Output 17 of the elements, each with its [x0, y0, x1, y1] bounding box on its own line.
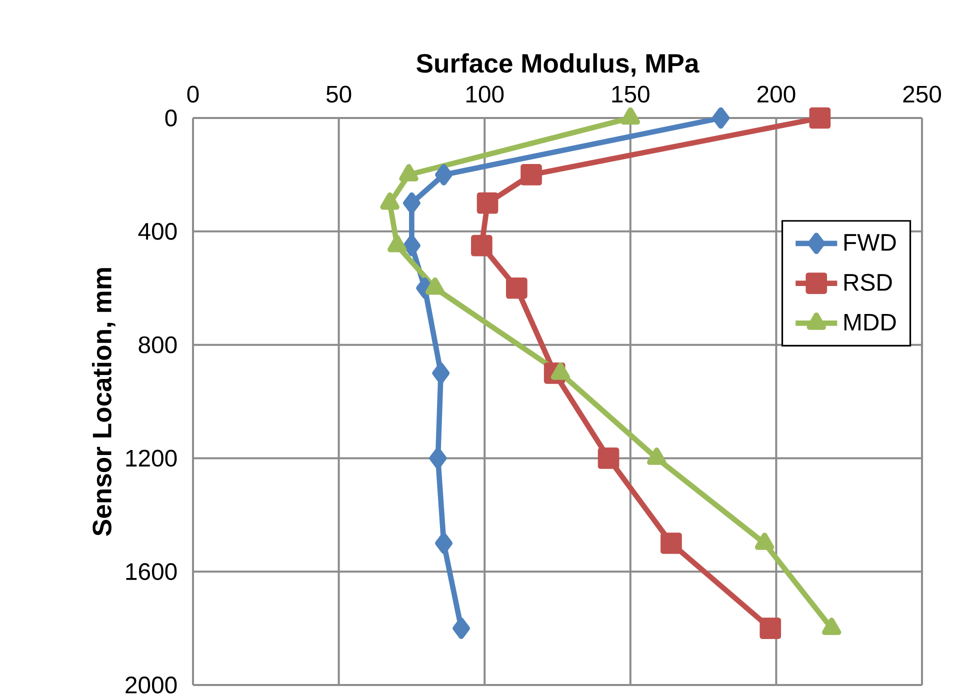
x-tick-label: 50 [326, 86, 352, 103]
y-tick-label: 2000 [126, 676, 177, 694]
y-tick-label: 1600 [126, 563, 177, 580]
y-tick-label: 400 [138, 222, 177, 240]
legend-label: RSD [844, 274, 892, 291]
legend-label: FWD [844, 234, 896, 251]
x-tick-label: 250 [903, 86, 942, 103]
y-tick-label: 1200 [126, 450, 177, 467]
y-axis-title: Sensor Location, mm [92, 268, 116, 536]
y-tick-label: 800 [138, 336, 177, 354]
y-tick-label: 0 [165, 110, 177, 126]
x-tick-label: 150 [612, 86, 650, 103]
legend-label: MDD [844, 314, 896, 330]
x-axis-title: Surface Modulus, MPa [416, 53, 700, 77]
x-tick-label: 200 [757, 86, 796, 103]
x-tick-label: 100 [466, 86, 504, 103]
x-tick-label: 0 [187, 86, 199, 103]
